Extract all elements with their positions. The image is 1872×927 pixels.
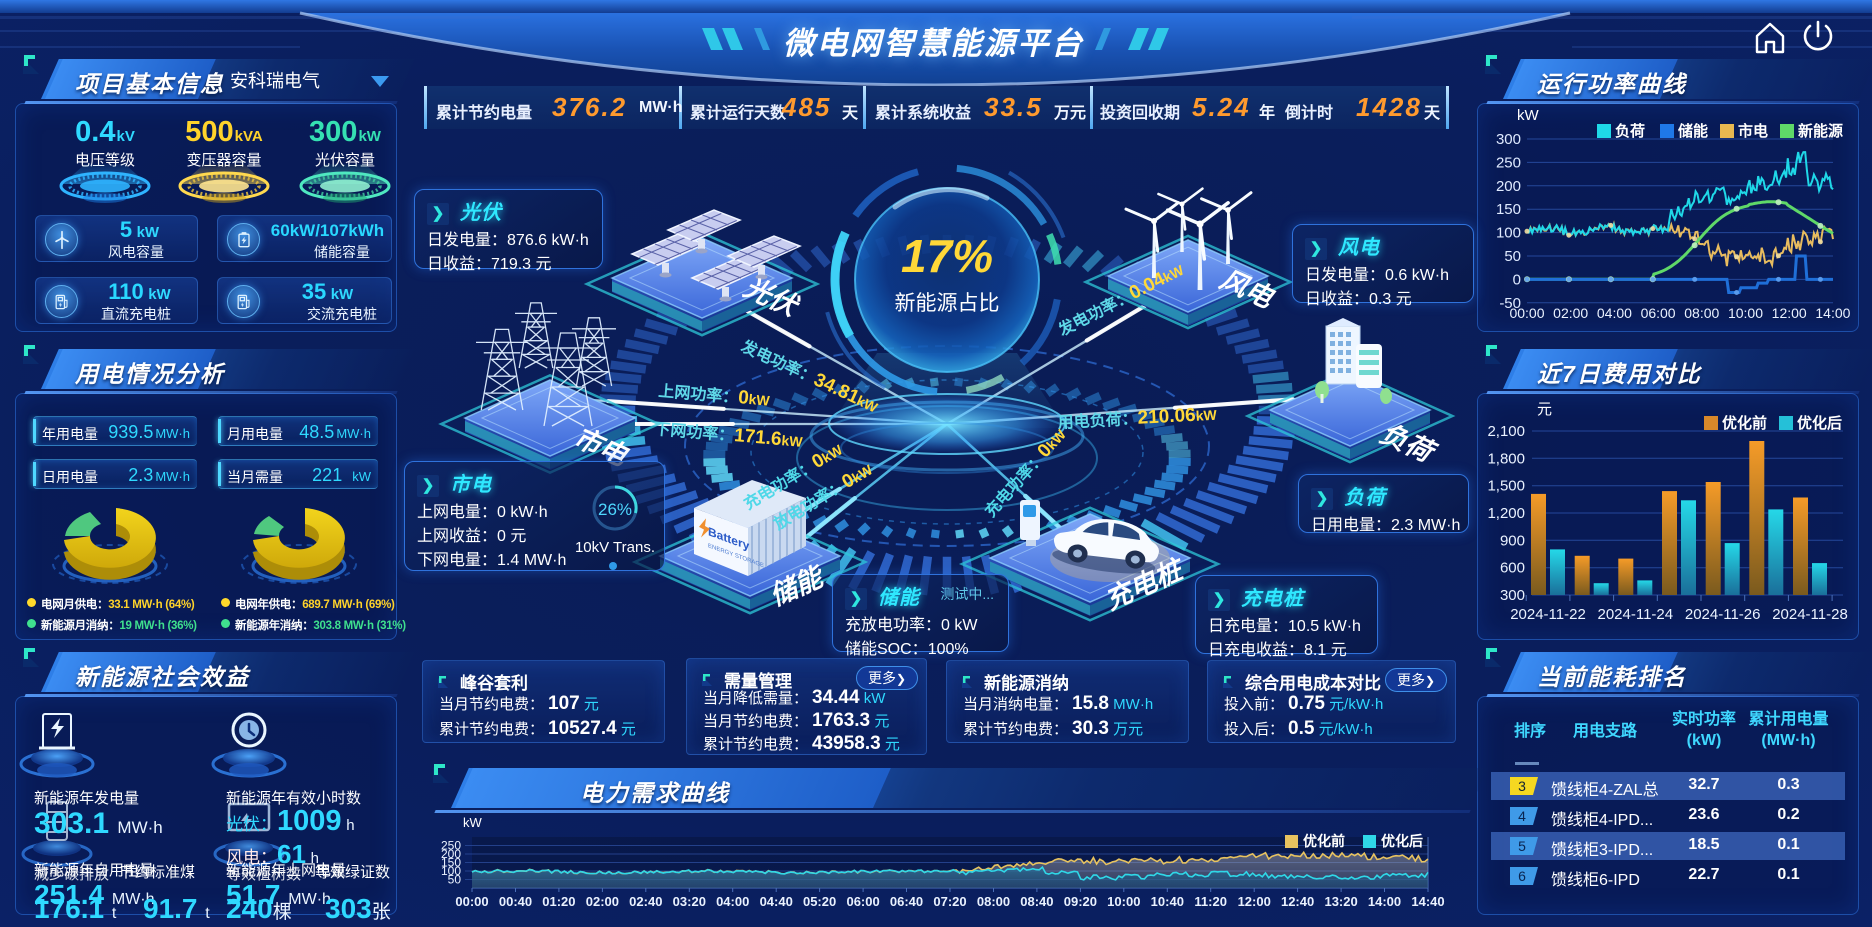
svg-text:250: 250 xyxy=(1496,154,1521,171)
svg-text:200: 200 xyxy=(441,847,461,861)
svg-text:2024-11-26: 2024-11-26 xyxy=(1685,606,1761,623)
svg-text:50: 50 xyxy=(448,873,462,887)
svg-text:17%: 17% xyxy=(901,230,993,282)
svg-text:03:20: 03:20 xyxy=(673,894,706,909)
svg-text:04:40: 04:40 xyxy=(760,894,793,909)
svg-text:200: 200 xyxy=(1496,178,1521,195)
svg-text:100: 100 xyxy=(1496,225,1521,242)
svg-text:06:00: 06:00 xyxy=(1641,305,1676,321)
svg-text:10:00: 10:00 xyxy=(1107,894,1140,909)
svg-text:新能源: 新能源 xyxy=(1798,122,1843,140)
svg-text:2024-11-22: 2024-11-22 xyxy=(1510,606,1586,623)
svg-text:14:00: 14:00 xyxy=(1815,305,1850,321)
svg-text:1,500: 1,500 xyxy=(1487,478,1525,495)
svg-text:2,100: 2,100 xyxy=(1487,423,1525,440)
svg-text:储能: 储能 xyxy=(1678,122,1708,140)
svg-text:元: 元 xyxy=(1537,401,1552,418)
svg-text:市电: 市电 xyxy=(1738,122,1768,140)
svg-text:02:40: 02:40 xyxy=(629,894,662,909)
svg-text:10kV Trans.: 10kV Trans. xyxy=(575,539,655,556)
svg-text:600: 600 xyxy=(1500,560,1525,577)
svg-text:6: 6 xyxy=(1518,868,1526,884)
svg-text:08:40: 08:40 xyxy=(1020,894,1053,909)
svg-text:优化后: 优化后 xyxy=(1381,833,1423,849)
svg-text:新能源占比: 新能源占比 xyxy=(895,292,1000,315)
svg-text:5: 5 xyxy=(1518,838,1526,854)
svg-text:kW: kW xyxy=(463,815,483,830)
svg-text:14:40: 14:40 xyxy=(1411,894,1444,909)
svg-text:26%: 26% xyxy=(598,500,632,519)
svg-text:负荷: 负荷 xyxy=(1615,122,1645,140)
svg-text:00:00: 00:00 xyxy=(1509,305,1544,321)
svg-text:02:00: 02:00 xyxy=(1553,305,1588,321)
svg-text:12:40: 12:40 xyxy=(1281,894,1314,909)
svg-text:900: 900 xyxy=(1500,532,1525,549)
svg-text:12:00: 12:00 xyxy=(1772,305,1807,321)
svg-text:06:00: 06:00 xyxy=(846,894,879,909)
svg-text:08:00: 08:00 xyxy=(1684,305,1719,321)
svg-text:07:20: 07:20 xyxy=(933,894,966,909)
svg-text:优化前: 优化前 xyxy=(1303,833,1345,849)
svg-text:kW: kW xyxy=(1517,107,1540,124)
svg-text:优化前: 优化前 xyxy=(1722,414,1767,432)
svg-text:用电负荷：210.06kW: 用电负荷：210.06kW xyxy=(1057,404,1218,433)
svg-text:05:20: 05:20 xyxy=(803,894,836,909)
svg-text:04:00: 04:00 xyxy=(1597,305,1632,321)
svg-text:12:00: 12:00 xyxy=(1238,894,1271,909)
svg-text:4: 4 xyxy=(1518,808,1526,824)
svg-text:250: 250 xyxy=(441,839,461,853)
svg-text:13:20: 13:20 xyxy=(1324,894,1357,909)
svg-text:150: 150 xyxy=(1496,201,1521,218)
svg-text:11:20: 11:20 xyxy=(1194,894,1227,909)
svg-text:150: 150 xyxy=(441,856,461,870)
svg-text:50: 50 xyxy=(1504,248,1521,265)
svg-text:09:20: 09:20 xyxy=(1064,894,1097,909)
svg-text:3: 3 xyxy=(1518,778,1526,794)
svg-text:0: 0 xyxy=(1513,271,1521,288)
svg-text:-50: -50 xyxy=(1499,295,1521,312)
svg-text:300: 300 xyxy=(1500,587,1525,604)
svg-text:1,200: 1,200 xyxy=(1487,505,1525,522)
svg-text:02:00: 02:00 xyxy=(586,894,619,909)
svg-text:04:00: 04:00 xyxy=(716,894,749,909)
svg-text:300: 300 xyxy=(1496,131,1521,148)
svg-text:00:40: 00:40 xyxy=(499,894,532,909)
svg-text:01:20: 01:20 xyxy=(542,894,575,909)
svg-text:100: 100 xyxy=(441,864,461,878)
svg-text:00:00: 00:00 xyxy=(455,894,488,909)
svg-text:08:00: 08:00 xyxy=(977,894,1010,909)
svg-text:2024-11-28: 2024-11-28 xyxy=(1772,606,1848,623)
svg-text:1,800: 1,800 xyxy=(1487,450,1525,467)
svg-text:10:00: 10:00 xyxy=(1728,305,1763,321)
svg-text:14:00: 14:00 xyxy=(1368,894,1401,909)
svg-text:2024-11-24: 2024-11-24 xyxy=(1597,606,1673,623)
svg-text:06:40: 06:40 xyxy=(890,894,923,909)
svg-text:10:40: 10:40 xyxy=(1151,894,1184,909)
svg-text:优化后: 优化后 xyxy=(1797,414,1842,432)
